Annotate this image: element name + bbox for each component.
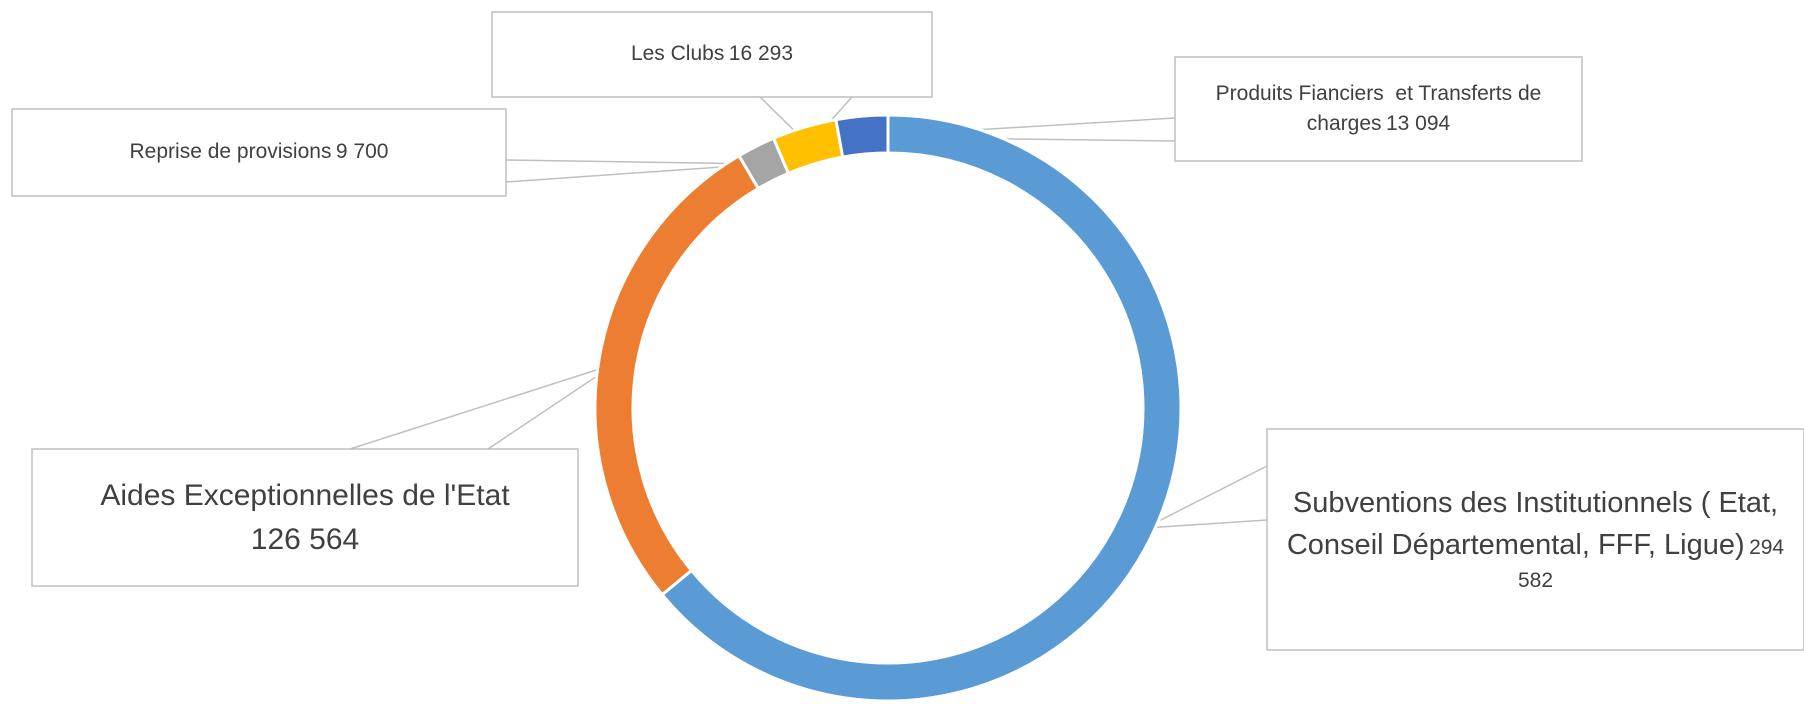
label-content: Produits Fianciers et Transferts de char…	[1185, 79, 1572, 140]
label-box	[1266, 428, 1804, 651]
donut-slice	[834, 113, 890, 159]
label: Subventions des Institutionnels ( Etat, …	[1267, 429, 1804, 650]
category-label: Reprise de provisions	[129, 140, 332, 164]
category-label: Produits Fianciers et Transferts de char…	[1215, 81, 1548, 135]
label-text: Subventions des Institutionnels ( Etat, …	[1267, 429, 1804, 650]
label-text: Aides Exceptionnelles de l'Etat 126 564	[32, 449, 578, 586]
label-content: Reprise de provisions 9 700	[130, 137, 389, 167]
label-content: Aides Exceptionnelles de l'Etat 126 564	[100, 474, 509, 561]
label-content: Les Clubs 16 293	[631, 39, 793, 69]
label: Aides Exceptionnelles de l'Etat 126 564	[32, 449, 578, 586]
label: Les Clubs 16 293	[492, 12, 932, 97]
label: Produits Fianciers et Transferts de char…	[1175, 57, 1582, 161]
value-label: 126 564	[250, 522, 360, 556]
labels: Subventions des Institutionnels ( Etat, …	[11, 11, 1804, 651]
label-box	[31, 448, 579, 587]
category-label: Subventions des Institutionnels ( Etat, …	[1286, 487, 1787, 562]
category-label: Les Clubs	[630, 42, 725, 66]
category-label: Aides Exceptionnelles de l'Etat	[100, 479, 510, 512]
value-label: 13 094	[1385, 112, 1451, 135]
label: Reprise de provisions 9 700	[12, 109, 506, 196]
donut	[593, 113, 1183, 703]
leader-line	[349, 363, 616, 450]
donut-slice	[593, 153, 761, 597]
label-content: Subventions des Institutionnels ( Etat, …	[1277, 482, 1794, 597]
label-text: Reprise de provisions 9 700	[12, 109, 506, 196]
label-text: Les Clubs 16 293	[492, 12, 932, 97]
label-text: Produits Fianciers et Transferts de char…	[1175, 57, 1582, 161]
value-label: 16 293	[728, 42, 794, 66]
donut-slice	[660, 113, 1183, 703]
label-box	[11, 108, 507, 197]
label-box	[1174, 56, 1583, 162]
donut-slice	[771, 117, 845, 176]
value-label: 9 700	[335, 140, 389, 164]
value-label: 294 582	[1517, 536, 1790, 593]
label-box	[491, 11, 933, 98]
